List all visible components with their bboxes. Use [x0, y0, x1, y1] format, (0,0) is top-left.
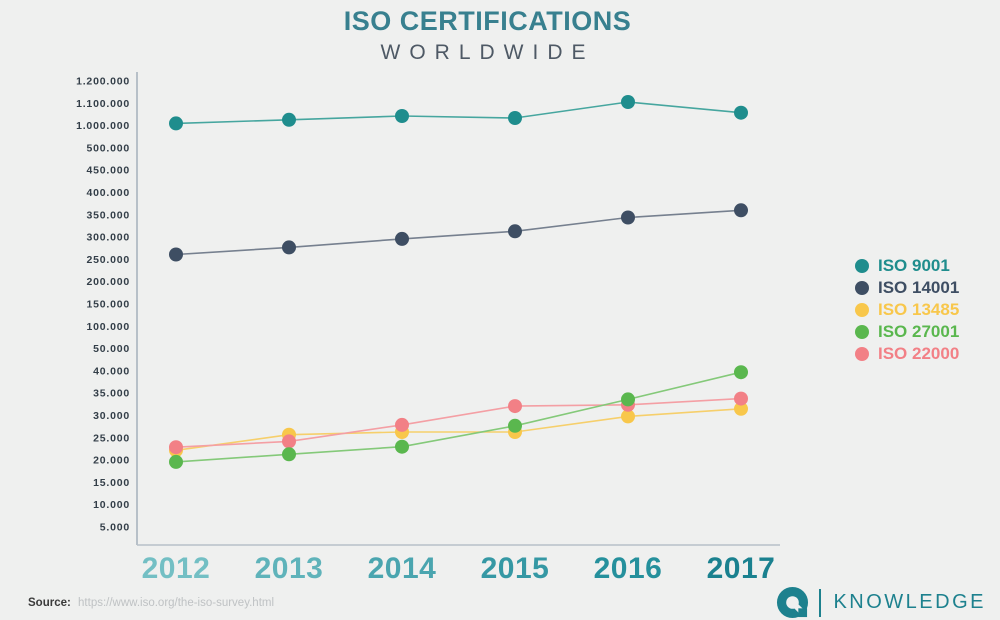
q-logo-icon	[777, 586, 810, 619]
data-point-iso-14001	[282, 240, 296, 255]
logo-wordmark: KNOWLEDGE	[833, 591, 986, 613]
legend-dot	[855, 281, 869, 295]
y-tick-label: 400.000	[86, 187, 130, 199]
data-point-iso-14001	[395, 231, 409, 246]
chart-header: ISO CERTIFICATIONS WORLDWIDE	[0, 6, 975, 65]
y-tick-label: 1.000.000	[76, 120, 130, 132]
y-tick-label: 500.000	[86, 142, 130, 154]
source-url[interactable]: https://www.iso.org/the-iso-survey.html	[78, 597, 275, 609]
legend-item-iso-27001: ISO 27001	[855, 321, 959, 343]
legend-item-iso-9001: ISO 9001	[855, 255, 959, 277]
series-line-iso-9001	[175, 101, 742, 125]
y-tick-label: 450.000	[86, 165, 130, 177]
x-axis-label: 2012	[142, 552, 211, 585]
y-tick-label: 250.000	[86, 254, 130, 266]
x-axis-label: 2017	[707, 552, 776, 585]
data-point-iso-14001	[621, 210, 635, 225]
chart-title: ISO CERTIFICATIONS	[343, 6, 632, 36]
data-point-iso-27001	[621, 392, 635, 407]
data-point-iso-14001	[508, 224, 522, 239]
y-tick-label: 35.000	[93, 388, 130, 400]
legend-item-iso-13485: ISO 13485	[855, 299, 959, 321]
data-point-iso-22000	[395, 417, 409, 432]
data-point-iso-9001	[734, 105, 748, 120]
data-point-iso-9001	[169, 116, 183, 131]
y-tick-label: 30.000	[93, 410, 130, 422]
y-tick-label: 50.000	[93, 343, 130, 355]
y-tick-label: 350.000	[86, 209, 130, 221]
y-tick-label: 300.000	[86, 232, 130, 244]
y-tick-label: 40.000	[93, 365, 130, 377]
legend: ISO 9001 ISO 14001 ISO 13485 ISO 27001 ISO 2…	[855, 255, 959, 365]
y-tick-label: 100.000	[86, 321, 130, 333]
legend-item-iso-22000: ISO 22000	[855, 343, 959, 365]
data-point-iso-14001	[169, 247, 183, 262]
data-point-iso-13485	[621, 409, 635, 424]
legend-label: ISO 9001	[878, 256, 950, 275]
y-tick-label: 25.000	[93, 432, 130, 444]
x-axis-label: 2013	[255, 552, 324, 585]
source-label: Source:	[28, 597, 71, 609]
y-tick-label: 1.100.000	[76, 98, 130, 110]
legend-label: ISO 22000	[878, 344, 960, 363]
logo-divider	[819, 588, 822, 617]
series-line-iso-13485	[175, 408, 742, 452]
data-point-iso-22000	[508, 399, 522, 414]
data-point-iso-27001	[282, 447, 296, 462]
legend-dot	[855, 325, 869, 339]
series-line-iso-14001	[175, 209, 742, 256]
y-tick-label: 150.000	[86, 299, 130, 311]
data-point-iso-22000	[169, 440, 183, 455]
data-point-iso-22000	[734, 391, 748, 406]
legend-label: ISO 13485	[878, 300, 960, 319]
brand-logo: KNOWLEDGE	[776, 586, 986, 619]
data-point-iso-27001	[508, 418, 522, 433]
chart-subtitle: WORLDWIDE	[380, 41, 595, 64]
data-point-iso-9001	[621, 95, 635, 109]
data-point-iso-22000	[282, 434, 296, 449]
data-point-iso-9001	[282, 112, 296, 127]
data-point-iso-27001	[395, 439, 409, 454]
legend-item-iso-14001: ISO 14001	[855, 277, 959, 299]
series-line-iso-22000	[175, 397, 742, 448]
legend-dot	[855, 259, 869, 273]
data-point-iso-13485	[734, 401, 748, 416]
legend-dot	[855, 347, 869, 361]
data-point-iso-27001	[734, 365, 748, 380]
x-axis-label: 2015	[481, 552, 550, 585]
data-point-iso-9001	[395, 109, 409, 123]
data-point-iso-9001	[508, 111, 522, 125]
source-line: Source: https://www.iso.org/the-iso-surv…	[28, 597, 274, 609]
legend-label: ISO 27001	[878, 322, 960, 341]
y-tick-label: 10.000	[93, 499, 130, 511]
x-axis-label: 2016	[594, 552, 663, 585]
y-tick-label: 1.200.000	[76, 76, 130, 88]
legend-label: ISO 14001	[878, 278, 960, 297]
legend-dot	[855, 303, 869, 317]
y-tick-label: 15.000	[93, 477, 130, 489]
y-tick-label: 20.000	[93, 455, 130, 467]
y-tick-label: 5.000	[100, 522, 130, 534]
series-line-iso-27001	[175, 371, 742, 463]
data-point-iso-14001	[734, 203, 748, 218]
y-tick-label: 200.000	[86, 276, 130, 288]
x-axis-label: 2014	[368, 552, 437, 585]
data-point-iso-27001	[169, 454, 183, 469]
